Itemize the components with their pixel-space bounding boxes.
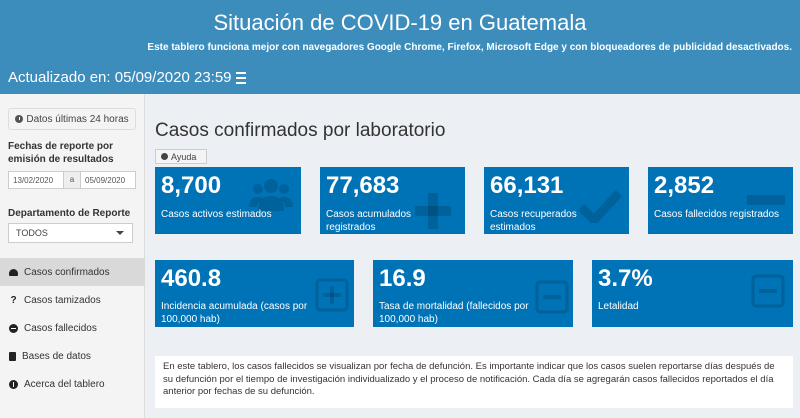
minus-circle-icon <box>9 323 18 333</box>
sidebar-item-casos-confirmados[interactable]: Casos confirmados <box>0 258 145 286</box>
caption: Casos activos estimados <box>161 209 272 220</box>
value: 460.8 <box>161 265 222 292</box>
value-box-deaths: 2,852 Casos fallecidos registrados <box>648 167 793 234</box>
browser-notice: Este tablero funciona mejor con navegado… <box>147 42 792 53</box>
value-box-recovered: 66,131 Casos recuperados estimados <box>484 167 629 234</box>
value: 77,683 <box>326 172 400 199</box>
department-selected: TODOS <box>16 228 48 238</box>
minus-square-icon <box>535 280 569 314</box>
value: 66,131 <box>490 172 564 199</box>
caption: Letalidad <box>598 301 639 312</box>
users-icon <box>249 179 293 211</box>
value-box-active: 8,700 Casos activos estimados <box>155 167 301 234</box>
sidebar: Datos últimas 24 horas Fechas de reporte… <box>0 94 145 418</box>
info-icon <box>9 379 18 389</box>
date-range-label: Fechas de reporte por emisión de resulta… <box>8 141 114 165</box>
caption: Casos fallecidos registrados <box>654 209 780 220</box>
sidebar-item-bases-de-datos[interactable]: Bases de datos <box>0 342 145 370</box>
last-24h-button[interactable]: Datos últimas 24 horas <box>8 108 136 130</box>
sidebar-item-label: Casos tamizados <box>24 294 101 306</box>
value-box-lethality: 3.7% Letalidad <box>592 260 793 327</box>
file-icon <box>9 351 16 361</box>
value: 16.9 <box>379 265 426 292</box>
sidebar-item-label: Casos confirmados <box>24 266 110 278</box>
page-header-title: Situación de COVID-19 en Guatemala <box>213 10 587 35</box>
death-reporting-notice: En este tablero, los casos fallecidos se… <box>155 356 793 408</box>
sidebar-item-casos-fallecidos[interactable]: Casos fallecidos <box>0 314 145 342</box>
sidebar-nav: Casos confirmados ? Casos tamizados Caso… <box>0 258 145 398</box>
help-label: Ayuda <box>171 151 197 162</box>
value: 3.7% <box>598 265 653 292</box>
caption: Tasa de mortalidad (fallecidos por 100,0… <box>379 301 529 325</box>
sidebar-item-label: Acerca del tablero <box>24 378 105 390</box>
main-content: Casos confirmados por laboratorio Ayuda … <box>145 94 800 418</box>
sidebar-item-label: Casos fallecidos <box>24 322 97 334</box>
info-icon <box>161 153 168 160</box>
minus-icon <box>747 195 785 205</box>
plus-icon <box>415 193 451 229</box>
hamburger-icon[interactable] <box>234 69 248 85</box>
date-from-input[interactable] <box>8 171 64 189</box>
caption: Casos acumulados registrados <box>326 209 412 233</box>
last-24h-label: Datos últimas 24 horas <box>26 113 129 125</box>
clock-icon <box>15 115 24 123</box>
department-select[interactable]: TODOS <box>8 223 133 243</box>
sidebar-item-label: Bases de datos <box>22 350 91 362</box>
sidebar-item-casos-tamizados[interactable]: ? Casos tamizados <box>0 286 145 314</box>
value: 8,700 <box>161 172 222 199</box>
minus-square-icon <box>751 274 785 308</box>
updated-timestamp: Actualizado en: 05/09/2020 23:59 <box>8 69 232 86</box>
caption: Incidencia acumulada (casos por 100,000 … <box>161 301 308 325</box>
caret-down-icon <box>116 231 124 235</box>
gauge-icon <box>9 268 18 276</box>
help-button[interactable]: Ayuda <box>155 149 207 164</box>
caption: Casos recuperados estimados <box>490 209 577 233</box>
header: Situación de COVID-19 en Guatemala Este … <box>0 0 800 94</box>
date-range: a <box>8 171 136 189</box>
question-icon: ? <box>10 294 17 306</box>
value: 2,852 <box>654 172 715 199</box>
value-box-cumulative: 77,683 Casos acumulados registrados <box>320 167 465 234</box>
plus-square-icon <box>315 278 349 312</box>
date-separator: a <box>64 171 80 189</box>
date-to-input[interactable] <box>80 171 136 189</box>
sidebar-item-acerca[interactable]: Acerca del tablero <box>0 370 145 398</box>
value-box-mortality: 16.9 Tasa de mortalidad (fallecidos por … <box>373 260 573 327</box>
page-title: Casos confirmados por laboratorio <box>155 120 446 141</box>
check-icon <box>579 189 621 223</box>
department-label: Departamento de Reporte <box>8 208 131 219</box>
value-box-incidence: 460.8 Incidencia acumulada (casos por 10… <box>155 260 354 327</box>
